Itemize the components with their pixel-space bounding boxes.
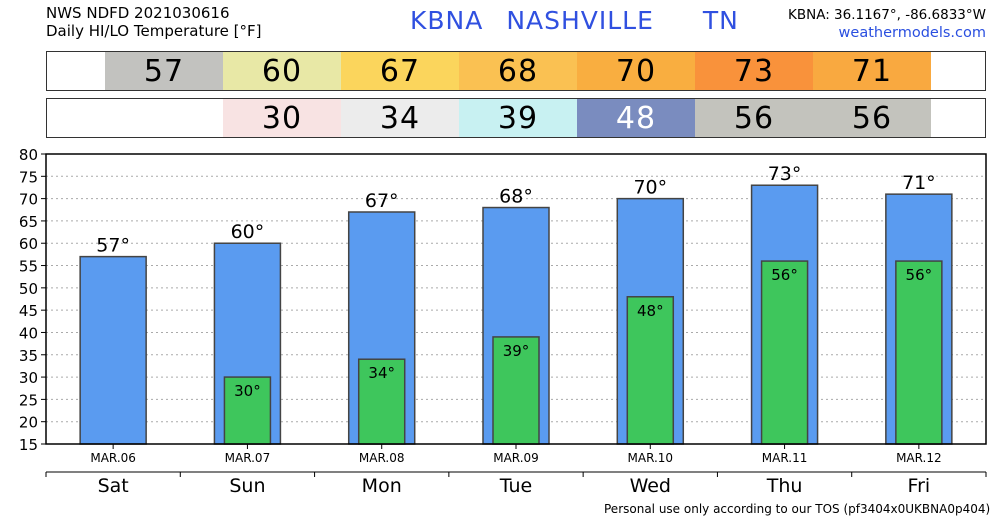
date-label: MAR.09 (493, 451, 539, 465)
footer-note: Personal use only according to our TOS (… (604, 502, 991, 516)
high-temp-label: 67° (365, 190, 399, 212)
temperature-chart: 15 20 25 30 35 40 45 50 55 60 65 70 75 80 57° MAR.06 Sat… (19, 146, 987, 497)
low-temp-cell: 56 (695, 99, 813, 137)
low-temp-bar (760, 260, 809, 445)
high-temp-cell: 70 (577, 52, 695, 90)
day-label: Tue (499, 475, 532, 497)
low-temp-label: 30° (234, 382, 261, 400)
low-temp-label: 56° (906, 266, 933, 284)
y-tick-label: 25 (19, 391, 38, 409)
y-tick-label: 50 (19, 280, 38, 298)
day-label: Fri (908, 475, 931, 497)
low-temp-label: 34° (368, 364, 395, 382)
date-label: MAR.11 (762, 451, 808, 465)
high-temp-cell: 68 (459, 52, 577, 90)
day-label: Mon (362, 475, 402, 497)
band-spacer (47, 52, 105, 90)
low-temp-bar (626, 296, 675, 445)
low-temp-band: 30 34 39 48 56 56 (46, 98, 986, 138)
date-label: MAR.10 (628, 451, 674, 465)
band-spacer (47, 99, 105, 137)
low-temp-bar (223, 376, 272, 445)
y-tick-label: 65 (19, 213, 38, 231)
city-name: NASHVILLE (506, 6, 654, 35)
plot-frame (45, 153, 987, 445)
y-tick-label: 70 (19, 191, 38, 209)
high-temp-label: 71° (902, 172, 936, 194)
date-label: MAR.08 (359, 451, 405, 465)
date-label: MAR.06 (90, 451, 136, 465)
day-label: Wed (630, 475, 671, 497)
high-temp-band: 57 60 67 68 70 73 71 (46, 51, 986, 91)
station-id: KBNA (410, 6, 484, 35)
header-info: NWS NDFD 2021030616 Daily HI/LO Temperat… (46, 4, 262, 40)
state-code: TN (702, 6, 739, 35)
low-temp-cell: 30 (223, 99, 341, 137)
day-label: Sat (98, 475, 129, 497)
high-temp-cell: 60 (223, 52, 341, 90)
product-line: NWS NDFD 2021030616 (46, 4, 230, 22)
low-temp-label: 39° (503, 342, 530, 360)
y-tick-label: 80 (19, 146, 38, 164)
y-tick-label: 20 (19, 414, 38, 432)
low-temp-bar (895, 260, 943, 445)
date-label: MAR.07 (225, 451, 271, 465)
high-temp-cell: 71 (813, 52, 931, 90)
station-coords: KBNA: 36.1167°, -86.6833°W (787, 7, 986, 23)
low-temp-bar (357, 358, 406, 445)
y-tick-label: 55 (19, 258, 38, 276)
y-tick-label: 45 (19, 302, 38, 320)
y-tick-label: 75 (19, 168, 38, 186)
date-label: MAR.12 (896, 451, 942, 465)
y-tick-label: 60 (19, 235, 38, 253)
low-temp-cell: 56 (813, 99, 931, 137)
high-temp-label: 70° (633, 177, 667, 199)
high-temp-label: 57° (96, 235, 130, 257)
low-temp-bar (492, 336, 540, 445)
site-link[interactable]: weathermodels.com (838, 25, 986, 41)
low-temp-cell: 34 (341, 99, 459, 137)
high-temp-cell: 57 (105, 52, 223, 90)
day-label: Sun (229, 475, 265, 497)
day-label: Thu (766, 475, 803, 497)
high-temp-cell: 73 (695, 52, 813, 90)
location-title: KBNA NASHVILLE TN (410, 6, 739, 35)
high-temp-label: 68° (499, 186, 533, 208)
low-temp-cell: 48 (577, 99, 695, 137)
high-temp-label: 73° (768, 163, 802, 185)
low-temp-label: 48° (637, 302, 664, 320)
header-meta: KBNA: 36.1167°, -86.6833°W weathermodels… (788, 6, 986, 42)
low-temp-cell: 39 (459, 99, 577, 137)
low-temp-cell (105, 99, 223, 137)
variable-line: Daily HI/LO Temperature [°F] (46, 22, 262, 40)
high-temp-label: 60° (231, 221, 265, 243)
y-tick-label: 35 (19, 347, 38, 365)
y-tick-label: 15 (19, 436, 38, 454)
high-temp-bar (79, 255, 147, 445)
high-temp-cell: 67 (341, 52, 459, 90)
y-tick-label: 40 (19, 324, 38, 342)
y-tick-label: 30 (19, 369, 38, 387)
low-temp-label: 56° (771, 266, 798, 284)
